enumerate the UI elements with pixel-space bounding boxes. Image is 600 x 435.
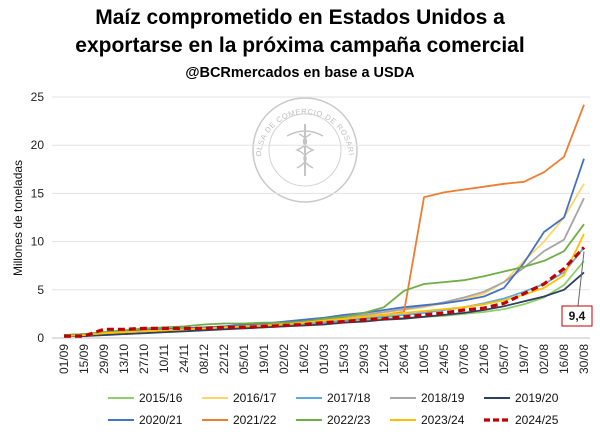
value-callout: 9,4: [561, 251, 593, 327]
watermark-seal-logo: BOLSA DE COMERCIO DE ROSARIO: [0, 0, 358, 203]
x-tick-label: 24/05: [437, 344, 451, 374]
x-tick-label: 15/09: [77, 344, 91, 374]
seal-snake-2: [302, 133, 315, 169]
x-tick-label: 10/05: [417, 344, 431, 374]
x-tick-label: 12/04: [377, 344, 391, 374]
y-tick-label: 15: [31, 186, 45, 200]
y-tick-label: 10: [31, 235, 45, 249]
y-axis-ticks: 0 5 10 15 20 25: [31, 90, 45, 345]
series-lines: [63, 104, 586, 338]
x-tick-label: 27/10: [137, 344, 151, 374]
series-line-2024-25: [64, 246, 586, 338]
x-tick-label: 13/10: [117, 344, 131, 374]
legend-label: 2024/25: [515, 413, 559, 427]
y-tick-label: 25: [31, 90, 45, 104]
series-line-2018-19: [63, 197, 585, 336]
x-tick-label: 15/03: [337, 344, 351, 374]
x-tick-label: 26/04: [397, 344, 411, 374]
legend: 2015/16 2016/17 2017/18 2018/19 2019/20 2020/…: [108, 391, 559, 427]
y-tick-label: 20: [31, 138, 45, 152]
x-tick-label: 30/08: [577, 344, 591, 374]
callout-leader: [577, 251, 585, 307]
x-axis-ticks: 01/09 15/09 29/09 13/10 27/10 10/11 24/11 08/12…: [57, 344, 591, 374]
series-line-2016-17: [63, 183, 585, 336]
y-tick-label: 5: [37, 283, 44, 297]
series-line-2022-23: [63, 223, 585, 336]
x-tick-label: 07/06: [457, 344, 471, 374]
legend-label: 2019/20: [515, 391, 559, 405]
callout-label: 9,4: [569, 309, 586, 323]
series-line-2023-24: [63, 233, 585, 337]
x-tick-label: 01/09: [57, 344, 71, 374]
x-tick-label: 24/11: [177, 344, 191, 373]
legend-label: 2015/16: [139, 391, 183, 405]
y-tick-label: 0: [37, 331, 44, 345]
x-tick-label: 02/08: [537, 344, 551, 374]
chart-title-line-2: exportarse en la próxima campaña comerci…: [75, 34, 525, 57]
series-line-2019-20: [64, 271, 585, 338]
callout-box: [561, 305, 593, 327]
x-tick-label: 21/06: [477, 344, 491, 374]
legend-label: 2018/19: [421, 391, 465, 405]
x-tick-label: 29/03: [357, 344, 371, 374]
x-tick-label: 19/01: [257, 344, 271, 374]
y-axis-label: Millones de toneladas: [11, 160, 25, 276]
x-tick-label: 16/08: [557, 344, 571, 374]
seal-wing: [286, 130, 324, 137]
x-tick-label: 08/12: [197, 344, 211, 374]
x-tick-label: 02/02: [277, 344, 291, 374]
legend-label: 2020/21: [139, 413, 183, 427]
seal-text: BOLSA DE COMERCIO DE ROSARIO: [0, 0, 356, 157]
legend-label: 2022/23: [327, 413, 371, 427]
x-tick-label: 10/11: [157, 344, 171, 373]
seal-outer-ring: [252, 97, 358, 203]
x-tick-label: 19/07: [517, 344, 531, 374]
x-tick-label: 29/09: [97, 344, 111, 374]
x-tick-label: 22/12: [217, 344, 231, 374]
series-line-2017-18: [63, 246, 585, 337]
chart-title-line-1: Maíz comprometido en Estados Unidos a: [95, 6, 505, 29]
legend-label: 2016/17: [233, 391, 277, 405]
chart-subtitle: @BCRmercados en base a USDA: [185, 65, 415, 81]
gridlines: [52, 96, 590, 339]
x-tick-label: 05/07: [497, 344, 511, 374]
x-tick-label: 16/02: [297, 344, 311, 374]
legend-label: 2021/22: [233, 413, 277, 427]
seal-inner-ring: [268, 113, 342, 187]
x-tick-label: 01/03: [317, 344, 331, 374]
legend-label: 2017/18: [327, 391, 371, 405]
legend-label: 2023/24: [421, 413, 465, 427]
x-tick-label: 05/01: [237, 344, 251, 374]
